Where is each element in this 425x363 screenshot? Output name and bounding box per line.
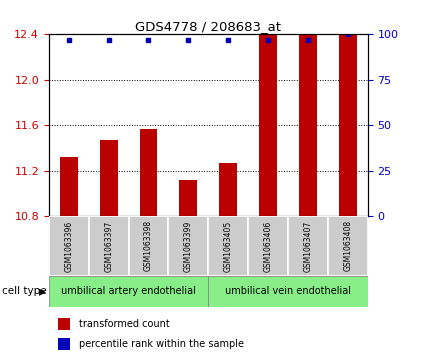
Bar xyxy=(89,216,128,276)
Bar xyxy=(168,216,208,276)
Text: percentile rank within the sample: percentile rank within the sample xyxy=(79,339,244,349)
Bar xyxy=(139,129,157,216)
Bar xyxy=(179,180,197,216)
Text: GSM1063399: GSM1063399 xyxy=(184,220,193,272)
Bar xyxy=(58,318,70,330)
Bar xyxy=(288,216,328,276)
Text: GSM1063397: GSM1063397 xyxy=(104,220,113,272)
Bar xyxy=(58,338,70,350)
Bar xyxy=(219,163,237,216)
Bar xyxy=(248,216,288,276)
Text: transformed count: transformed count xyxy=(79,319,170,329)
Bar xyxy=(299,4,317,216)
Text: cell type: cell type xyxy=(2,286,47,297)
Bar xyxy=(128,216,168,276)
Text: GSM1063405: GSM1063405 xyxy=(224,220,232,272)
Text: GSM1063407: GSM1063407 xyxy=(303,220,312,272)
Text: umbilical artery endothelial: umbilical artery endothelial xyxy=(61,286,196,296)
Bar xyxy=(60,157,78,216)
Text: umbilical vein endothelial: umbilical vein endothelial xyxy=(225,286,351,296)
Bar xyxy=(259,0,277,216)
Bar xyxy=(49,276,208,307)
Text: GSM1063406: GSM1063406 xyxy=(264,220,272,272)
Bar xyxy=(339,34,357,216)
Title: GDS4778 / 208683_at: GDS4778 / 208683_at xyxy=(135,20,281,33)
Bar xyxy=(49,216,89,276)
Bar xyxy=(100,140,118,216)
Text: GSM1063396: GSM1063396 xyxy=(64,220,73,272)
Bar xyxy=(328,216,368,276)
Bar xyxy=(208,276,368,307)
Text: GSM1063408: GSM1063408 xyxy=(343,220,352,272)
Text: GSM1063398: GSM1063398 xyxy=(144,220,153,272)
Polygon shape xyxy=(39,289,46,296)
Bar xyxy=(208,216,248,276)
